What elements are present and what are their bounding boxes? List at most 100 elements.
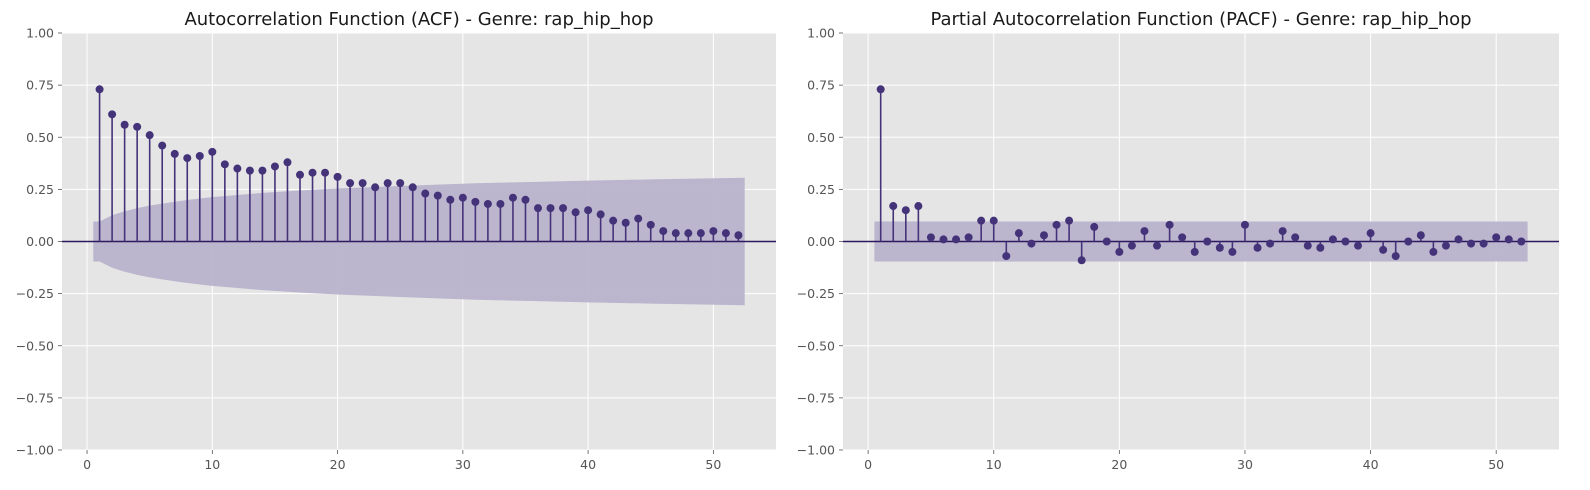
acf-ytick-label: −0.50 — [16, 338, 54, 353]
pacf-marker-lag-49 — [1479, 239, 1488, 248]
acf-marker-lag-44 — [634, 214, 643, 223]
pacf-marker-lag-25 — [1178, 233, 1187, 242]
acf-marker-lag-26 — [408, 183, 417, 192]
acf-marker-lag-11 — [220, 160, 229, 169]
pacf-ytick-label: 1.00 — [807, 26, 835, 41]
pacf-marker-lag-29 — [1228, 247, 1237, 256]
pacf-ytick-label: 0.25 — [807, 182, 835, 197]
pacf-marker-lag-19 — [1102, 237, 1111, 246]
pacf-marker-lag-24 — [1165, 220, 1174, 229]
acf-marker-lag-52 — [734, 231, 743, 240]
acf-marker-lag-33 — [496, 199, 505, 208]
pacf-marker-lag-20 — [1115, 247, 1124, 256]
pacf-marker-lag-8 — [964, 233, 973, 242]
acf-marker-lag-21 — [346, 179, 355, 188]
pacf-marker-lag-52 — [1517, 237, 1526, 246]
pacf-marker-lag-26 — [1190, 247, 1199, 256]
pacf-marker-lag-10 — [989, 216, 998, 225]
pacf-marker-lag-12 — [1014, 229, 1023, 238]
pacf-marker-lag-9 — [977, 216, 986, 225]
pacf-ytick-label: 0.50 — [807, 130, 835, 145]
pacf-ytick-label: −1.00 — [797, 443, 835, 458]
acf-marker-lag-9 — [195, 152, 204, 161]
acf-marker-lag-27 — [421, 189, 430, 198]
acf-marker-lag-41 — [596, 210, 605, 219]
pacf-marker-lag-6 — [939, 235, 948, 244]
pacf-marker-lag-16 — [1065, 216, 1074, 225]
acf-marker-lag-32 — [483, 199, 492, 208]
pacf-marker-lag-3 — [901, 206, 910, 215]
pacf-marker-lag-39 — [1354, 241, 1363, 250]
acf-marker-lag-43 — [621, 218, 630, 227]
pacf-marker-lag-45 — [1429, 247, 1438, 256]
acf-marker-lag-13 — [245, 166, 254, 175]
acf-ytick-label: −0.75 — [16, 390, 54, 405]
acf-marker-lag-30 — [458, 193, 467, 202]
pacf-marker-lag-30 — [1240, 220, 1249, 229]
acf-marker-lag-31 — [471, 197, 480, 206]
pacf-marker-lag-35 — [1303, 241, 1312, 250]
pacf-marker-lag-36 — [1316, 243, 1325, 252]
acf-marker-lag-38 — [559, 204, 568, 213]
pacf-xtick-label: 30 — [1237, 457, 1253, 472]
acf-marker-lag-14 — [258, 166, 267, 175]
acf-marker-lag-6 — [158, 141, 167, 150]
acf-marker-lag-46 — [659, 227, 668, 236]
acf-marker-lag-2 — [108, 110, 117, 119]
acf-ytick-label: 0.00 — [26, 234, 54, 249]
acf-ytick-label: 0.25 — [26, 182, 54, 197]
acf-marker-lag-34 — [508, 193, 517, 202]
acf-marker-lag-18 — [308, 168, 317, 177]
pacf-title: Partial Autocorrelation Function (PACF) … — [930, 9, 1471, 30]
acf-marker-lag-15 — [270, 162, 279, 171]
pacf-xtick-label: 40 — [1363, 457, 1379, 472]
pacf-marker-lag-48 — [1467, 239, 1476, 248]
pacf-marker-lag-5 — [926, 233, 935, 242]
pacf-marker-lag-32 — [1266, 239, 1275, 248]
pacf-marker-lag-17 — [1077, 256, 1086, 265]
acf-marker-lag-22 — [358, 179, 367, 188]
acf-marker-lag-17 — [296, 170, 304, 179]
acf-marker-lag-47 — [671, 229, 680, 238]
pacf-marker-lag-50 — [1492, 233, 1501, 242]
acf-marker-lag-8 — [183, 154, 192, 163]
pacf-xtick-label: 20 — [1111, 457, 1127, 472]
pacf-marker-lag-46 — [1441, 241, 1450, 250]
acf-marker-lag-20 — [333, 172, 342, 181]
acf-xtick-label: 20 — [330, 457, 346, 472]
acf-marker-lag-29 — [446, 195, 455, 204]
acf-marker-lag-7 — [170, 149, 179, 158]
acf-marker-lag-25 — [396, 179, 405, 188]
pacf-marker-lag-40 — [1366, 229, 1375, 238]
pacf-marker-lag-44 — [1416, 231, 1425, 240]
pacf-marker-lag-14 — [1039, 231, 1048, 240]
acf-panel: −1.00 −0.75 −0.50 −0.25 0.00 0.25 0.50 0.75 1.00… — [16, 9, 776, 472]
pacf-marker-lag-41 — [1379, 245, 1388, 254]
acf-marker-lag-12 — [233, 164, 242, 173]
pacf-xtick-label: 50 — [1488, 457, 1504, 472]
acf-marker-lag-23 — [371, 183, 380, 192]
acf-marker-lag-50 — [709, 227, 718, 236]
pacf-ytick-label: 0.75 — [807, 78, 835, 93]
pacf-panel: −1.00 −0.75 −0.50 −0.25 0.00 0.25 0.50 0.75 1.00… — [797, 9, 1559, 472]
pacf-ytick-label: 0.00 — [807, 234, 835, 249]
acf-marker-lag-45 — [646, 220, 655, 229]
acf-marker-lag-10 — [208, 147, 217, 156]
pacf-xtick-label: 10 — [986, 457, 1002, 472]
acf-ytick-label: 0.75 — [26, 78, 54, 93]
acf-marker-lag-3 — [120, 120, 129, 129]
pacf-marker-lag-18 — [1090, 222, 1099, 231]
pacf-marker-lag-31 — [1253, 243, 1262, 252]
acf-marker-lag-36 — [534, 204, 542, 213]
pacf-marker-lag-34 — [1291, 233, 1300, 242]
pacf-ytick-label: −0.25 — [797, 286, 835, 301]
acf-xtick-label: 50 — [705, 457, 721, 472]
pacf-marker-lag-38 — [1341, 237, 1350, 246]
acf-marker-lag-1 — [95, 85, 104, 94]
pacf-ytick-label: −0.75 — [797, 390, 835, 405]
acf-marker-lag-37 — [546, 204, 555, 213]
pacf-xtick-label: 0 — [864, 457, 872, 472]
pacf-ytick-label: −0.50 — [797, 338, 835, 353]
acf-xtick-label: 10 — [204, 457, 220, 472]
